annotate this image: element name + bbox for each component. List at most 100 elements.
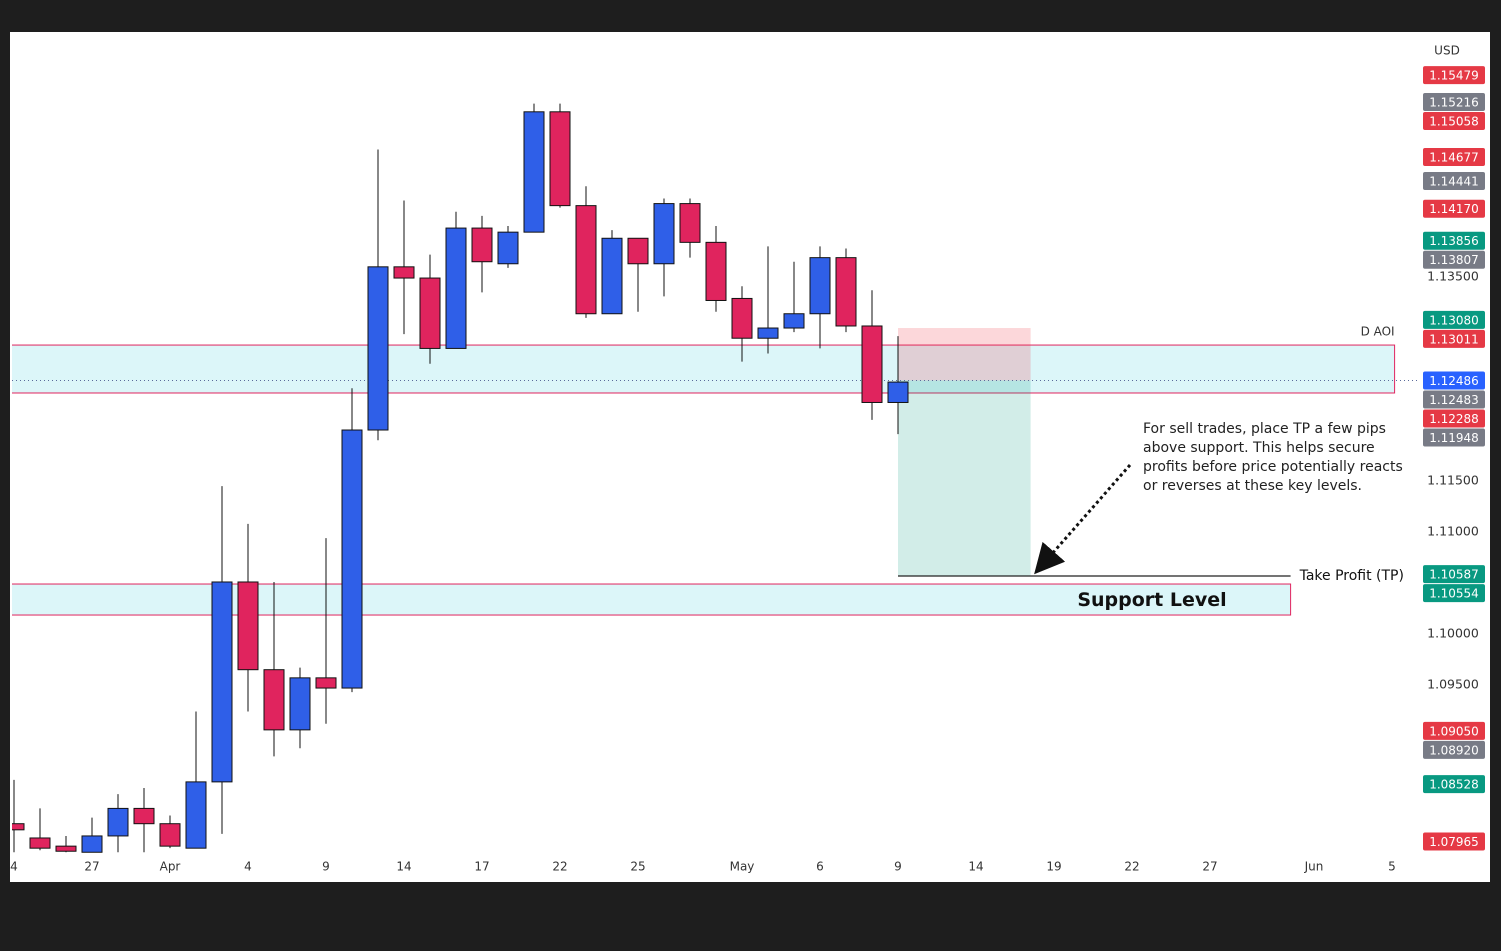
candle-body [783,313,805,329]
candle-body [367,266,389,431]
axes: 4 27 Apr 4 9 14 17 22 25 May 6 9 14 19 22 27 Jun 5 1.13500… [10,66,1485,874]
price-tag [1423,740,1485,759]
price-tag [1423,409,1485,428]
candle-body [341,429,363,689]
price-tag-label: 1.13080 [1429,313,1479,327]
price-tag [1423,721,1485,740]
price-tag-label: 1.08528 [1429,778,1479,792]
candle-body [211,581,233,783]
candle-body [471,227,493,263]
y-tick-label: 1.13500 [1427,269,1479,284]
price-tag-label: 1.13856 [1429,234,1479,248]
x-tick-label: 27 [84,860,99,874]
price-tag-label: 1.12288 [1429,412,1479,426]
candle-body [523,111,545,233]
zone [12,344,1396,394]
note-text: profits before price potentially reacts [1143,459,1403,475]
price-tag [1423,832,1485,851]
y-tick-label: 1.11000 [1427,524,1479,539]
x-tick-label: 22 [1124,860,1139,874]
candle-body [29,837,51,849]
candle-body [315,677,337,689]
price-tag-label: 1.13807 [1429,253,1479,267]
price-tag-label: 1.14170 [1429,202,1479,216]
candle-body [757,327,779,339]
note-text: above support. This helps secure [1143,440,1375,456]
chart-area [10,32,1490,882]
candle-body [627,237,649,265]
note-text: or reverses at these key levels. [1143,478,1362,494]
candle-body [263,669,285,731]
candle-body [835,257,857,327]
price-tag-label: 1.12486 [1429,374,1479,388]
candle-body [497,231,519,265]
x-tick-label: Jun [1304,860,1324,874]
price-tag [1423,250,1485,269]
price-tag-label: 1.09050 [1429,724,1479,738]
price-tag [1423,565,1485,584]
candle-body [549,111,571,207]
candle-body [601,237,623,315]
candle-body [861,325,883,403]
candle-body [653,203,675,265]
zone-label: D AOI [1361,325,1395,339]
candle-body [705,241,727,301]
candle-body [393,266,415,279]
x-tick-label: 14 [968,860,983,874]
price-tag-label: 1.11948 [1429,431,1479,445]
price-tag [1423,329,1485,348]
price-tag-label: 1.14441 [1429,175,1479,189]
candle-body [237,581,259,671]
target-zone [898,380,1031,576]
y-tick-label: 1.09500 [1427,676,1479,691]
x-tick-label: 22 [552,860,567,874]
x-tick-label: Apr [160,860,181,874]
candle-body [289,677,311,731]
candle-body [107,807,129,837]
price-tag-label: 1.12483 [1429,393,1479,407]
x-tick-label: 9 [894,860,902,874]
price-tag [1423,66,1485,85]
price-tag-label: 1.15479 [1429,69,1479,83]
price-tag-label: 1.07965 [1429,835,1479,849]
stop-zone [898,328,1031,381]
price-tag [1423,199,1485,218]
price-tag [1423,428,1485,447]
price-tag-label: 1.10587 [1429,568,1479,582]
candle-body [55,845,77,852]
price-tag [1423,310,1485,329]
x-tick-label: 5 [1388,860,1396,874]
plot [12,103,1420,853]
price-tag [1423,584,1485,603]
price-tag [1423,93,1485,112]
x-tick-label: 14 [396,860,411,874]
price-tag-label: 1.10554 [1429,587,1479,601]
currency-label: USD [1434,44,1460,58]
candle-body [887,381,909,403]
candle-body [81,835,103,853]
price-tag [1423,371,1485,390]
candle-body [679,203,701,243]
x-tick-label: 4 [244,860,252,874]
price-tag-label: 1.15058 [1429,115,1479,129]
x-tick-label: 25 [630,860,645,874]
price-tag [1423,112,1485,131]
y-tick-label: 1.11500 [1427,473,1479,488]
candle-body [159,823,181,847]
x-tick-label: 6 [816,860,824,874]
price-tag-label: 1.13011 [1429,332,1479,346]
price-tag-label: 1.08920 [1429,743,1479,757]
price-tag [1423,231,1485,250]
candle-body [445,227,467,349]
arrow [1034,464,1132,575]
x-tick-label: 19 [1046,860,1061,874]
candle-body [731,297,753,339]
zone-label: Support Level [1077,589,1226,611]
candle-body [575,205,597,315]
candle-body [419,277,441,349]
x-tick-label: May [730,860,755,874]
candle-body [185,781,207,849]
price-tag [1423,172,1485,191]
x-tick-label: 4 [10,860,18,874]
